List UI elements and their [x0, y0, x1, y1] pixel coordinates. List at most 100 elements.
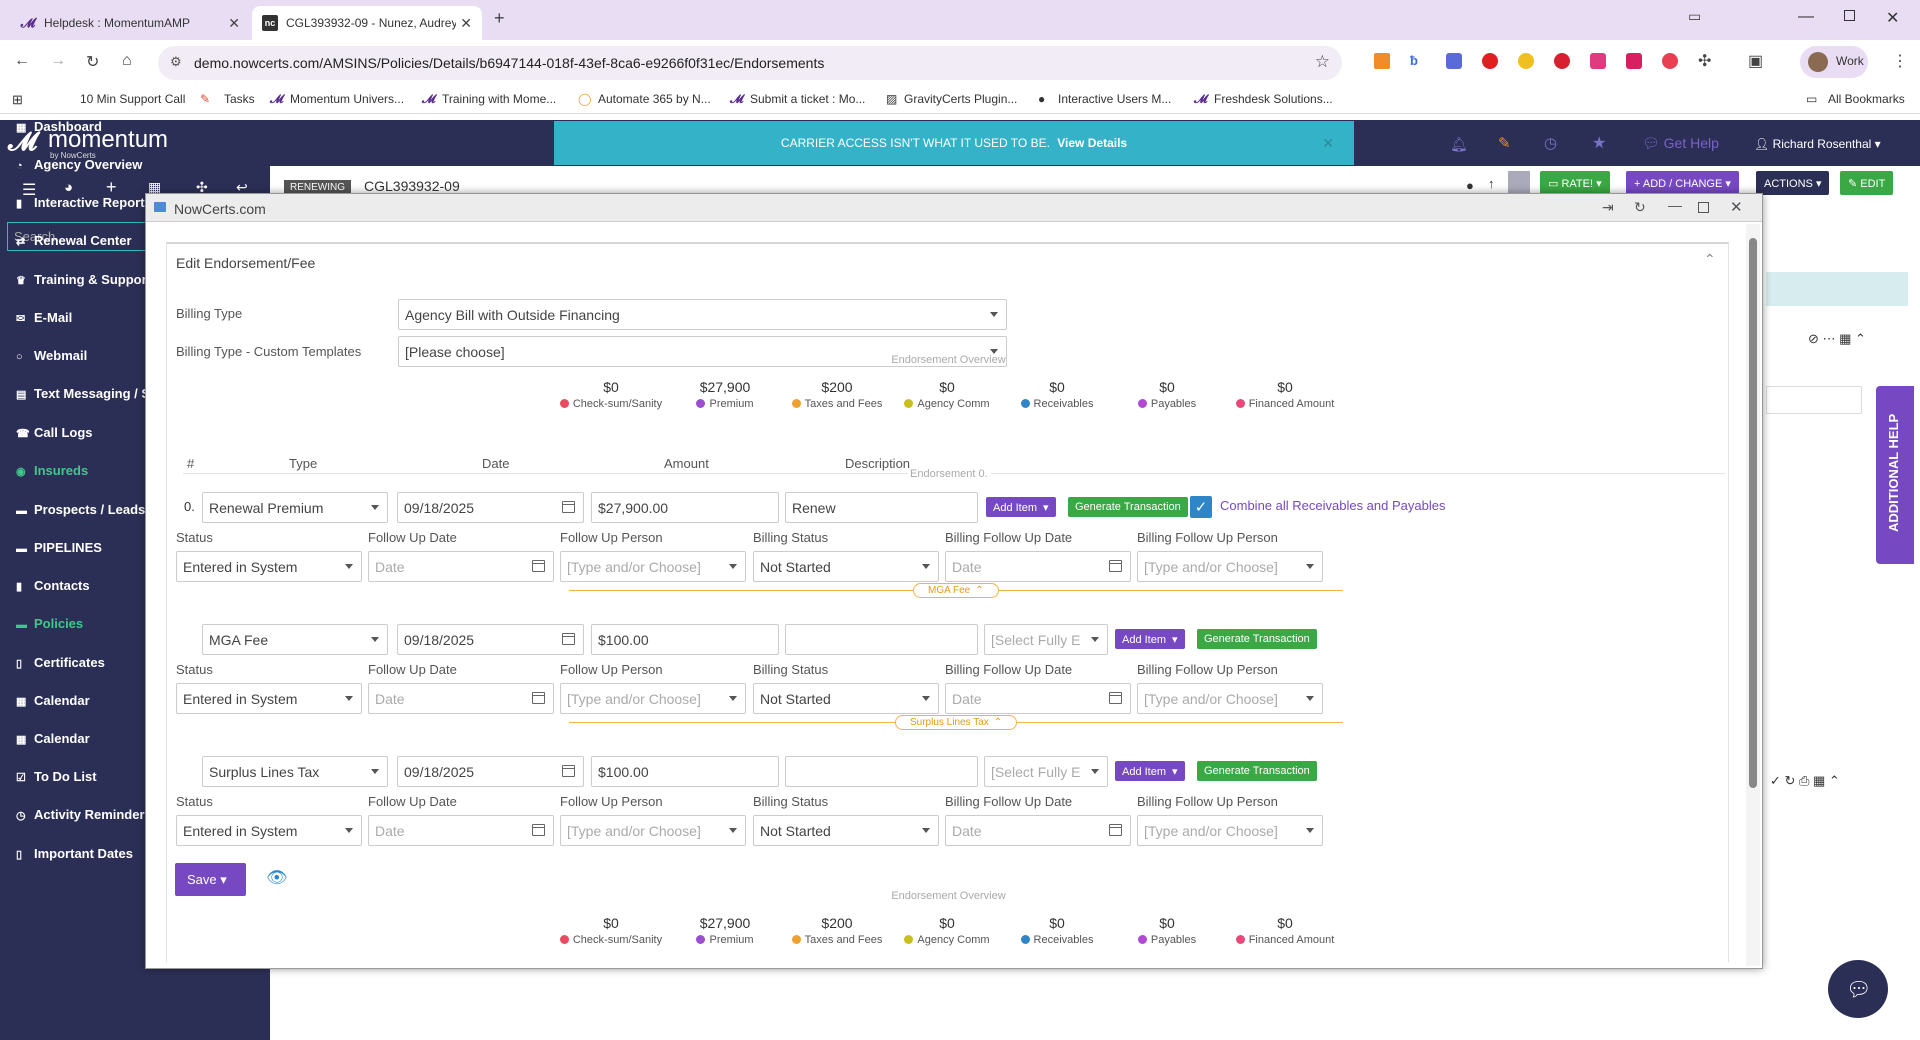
sidebar-item-certificates[interactable]: ▯ Certificates: [16, 655, 105, 670]
sidebar-item-webmail[interactable]: ○ Webmail: [16, 348, 87, 363]
extension-icon[interactable]: [1518, 53, 1534, 69]
extension-icon[interactable]: [1590, 53, 1606, 69]
sidebar-item-contacts[interactable]: ▮ Contacts: [16, 578, 90, 593]
more-menu-icon[interactable]: ⋮: [1892, 53, 1908, 70]
type-select[interactable]: Surplus Lines Tax: [202, 756, 388, 787]
billing-follow-up-date-field[interactable]: Date: [945, 815, 1131, 846]
side-panel-icon[interactable]: ▣: [1748, 53, 1764, 70]
bookmark-item[interactable]: Submit a ticket : Mo...: [750, 92, 866, 106]
billing-status-select[interactable]: Not Started: [753, 815, 939, 846]
close-window-icon[interactable]: ✕: [1886, 10, 1900, 27]
save-button[interactable]: Save ▾: [175, 863, 246, 896]
amount-field[interactable]: $27,900.00: [591, 492, 779, 523]
sidebar-item-calendar[interactable]: ▦ Calendar: [16, 731, 90, 746]
add-item-button[interactable]: Add Item ▾: [1115, 761, 1185, 781]
extension-icon[interactable]: [1626, 53, 1642, 69]
bookmark-item[interactable]: Freshdesk Solutions...: [1214, 92, 1333, 106]
user-menu[interactable]: 👤︎ Richard Rosenthal ▾: [1754, 137, 1881, 151]
billing-type-select[interactable]: Agency Bill with Outside Financing: [398, 299, 1007, 330]
extension-icon[interactable]: ƀ: [1410, 53, 1418, 68]
refresh-icon[interactable]: ↻: [1634, 199, 1646, 215]
select-fully-earned[interactable]: [Select Fully E: [984, 624, 1108, 655]
chat-button[interactable]: 💬︎: [1828, 960, 1888, 1018]
combine-checkbox[interactable]: ✓: [1190, 496, 1212, 518]
pin-icon[interactable]: ⇥: [1602, 199, 1614, 215]
description-field[interactable]: Renew: [785, 492, 978, 523]
sidebar-item-call-logs[interactable]: ☎ Call Logs: [16, 425, 93, 440]
billing-follow-up-person-select[interactable]: [Type and/or Choose]: [1137, 815, 1323, 846]
forward-icon[interactable]: →: [50, 52, 66, 69]
extension-icon[interactable]: [1662, 53, 1678, 69]
url-field[interactable]: ⚙ demo.nowcerts.com/AMSINS/Policies/Deta…: [158, 46, 1342, 80]
sidebar-item-dashboard[interactable]: ▦ Dashboard: [16, 119, 102, 134]
sidebar-item-text-messaging-s[interactable]: ▤ Text Messaging / S: [16, 386, 150, 401]
billing-follow-up-date-field[interactable]: Date: [945, 683, 1131, 714]
play-icon[interactable]: ●: [1466, 178, 1474, 193]
status-select[interactable]: Entered in System: [176, 551, 362, 582]
menu-icon[interactable]: ☰: [22, 182, 37, 199]
extension-icon[interactable]: [1482, 53, 1498, 69]
generate-transaction-button[interactable]: Generate Transaction: [1197, 629, 1317, 649]
status-select[interactable]: Entered in System: [176, 815, 362, 846]
section-toggle[interactable]: MGA Fee ⌃: [913, 583, 999, 598]
sidebar-item-prospects-leads[interactable]: ▬ Prospects / Leads: [16, 502, 145, 517]
add-icon[interactable]: +: [106, 177, 117, 197]
sidebar-item-to-do-list[interactable]: ☑ To Do List: [16, 769, 97, 784]
billing-status-select[interactable]: Not Started: [753, 683, 939, 714]
follow-up-date-field[interactable]: Date: [368, 815, 554, 846]
sidebar-item-agency-overview[interactable]: ◔ Agency Overview: [16, 157, 142, 172]
extensions-puzzle-icon[interactable]: ✣: [1698, 53, 1712, 70]
expand-icon[interactable]: ✣: [196, 179, 208, 195]
follow-up-date-field[interactable]: Date: [368, 683, 554, 714]
date-field[interactable]: 09/18/2025: [397, 624, 584, 655]
clock-icon[interactable]: ◷: [1544, 135, 1558, 152]
sidebar-item-insureds[interactable]: ◉ Insureds: [16, 463, 88, 478]
new-tab-icon[interactable]: +: [494, 8, 505, 28]
minimize-icon[interactable]: —: [1668, 197, 1682, 213]
select-fully-earned[interactable]: [Select Fully E: [984, 756, 1108, 787]
bookmark-item[interactable]: Automate 365 by N...: [598, 92, 711, 106]
back-arrow-icon[interactable]: ↩: [236, 179, 248, 195]
edit-button[interactable]: ✎ EDIT: [1840, 171, 1894, 195]
sidebar-item-policies[interactable]: ▬ Policies: [16, 616, 83, 631]
rate-button[interactable]: ▭ RATE! ▾: [1540, 171, 1610, 195]
follow-up-date-field[interactable]: Date: [368, 551, 554, 582]
restore-icon[interactable]: [1844, 10, 1855, 21]
sidebar-item-pipelines[interactable]: ▬ PIPELINES: [16, 540, 102, 555]
bookmark-item[interactable]: Tasks: [224, 92, 255, 106]
type-select[interactable]: MGA Fee: [202, 624, 388, 655]
extension-icon[interactable]: [1446, 53, 1462, 69]
reload-icon[interactable]: ↻: [86, 54, 100, 71]
tab-search-icon[interactable]: ▭: [1688, 8, 1702, 24]
banner-link[interactable]: View Details: [1057, 136, 1128, 150]
date-field[interactable]: 09/18/2025: [397, 756, 584, 787]
sidebar-item-important-dates[interactable]: ▯ Important Dates: [16, 846, 133, 861]
star-icon[interactable]: ★: [1592, 135, 1607, 152]
profile-button[interactable]: Work: [1800, 46, 1868, 78]
follow-up-person-select[interactable]: [Type and/or Choose]: [560, 683, 746, 714]
magic-wand-icon[interactable]: ✎: [1498, 135, 1511, 152]
sidebar-search-input[interactable]: Search: [7, 222, 147, 251]
follow-up-person-select[interactable]: [Type and/or Choose]: [560, 815, 746, 846]
bookmark-item[interactable]: Interactive Users M...: [1058, 92, 1172, 106]
palette-icon[interactable]: ◕: [64, 179, 74, 196]
bookmark-item[interactable]: Momentum Univers...: [290, 92, 405, 106]
add-change-button[interactable]: + ADD / CHANGE ▾: [1626, 171, 1739, 195]
extension-icon[interactable]: [1374, 53, 1390, 69]
description-field[interactable]: [785, 756, 978, 787]
generate-transaction-button[interactable]: Generate Transaction: [1068, 497, 1188, 517]
add-item-button[interactable]: Add Item ▾: [1115, 629, 1185, 649]
description-field[interactable]: [785, 624, 978, 655]
site-info-icon[interactable]: ⚙: [170, 54, 182, 69]
amount-field[interactable]: $100.00: [591, 624, 779, 655]
browser-tab-policy[interactable]: nc CGL393932-09 - Nunez, Audrey ✕: [252, 6, 482, 40]
billing-follow-up-date-field[interactable]: Date: [945, 551, 1131, 582]
billing-follow-up-person-select[interactable]: [Type and/or Choose]: [1137, 551, 1323, 582]
billing-status-select[interactable]: Not Started: [753, 551, 939, 582]
all-bookmarks[interactable]: All Bookmarks: [1828, 92, 1905, 106]
get-help-link[interactable]: 💬︎ Get Help: [1642, 135, 1719, 152]
generate-transaction-button[interactable]: Generate Transaction: [1197, 761, 1317, 781]
close-icon[interactable]: ✕: [1322, 135, 1334, 151]
apps-grid-icon[interactable]: ⊞: [12, 92, 23, 107]
close-icon[interactable]: ✕: [228, 14, 240, 31]
